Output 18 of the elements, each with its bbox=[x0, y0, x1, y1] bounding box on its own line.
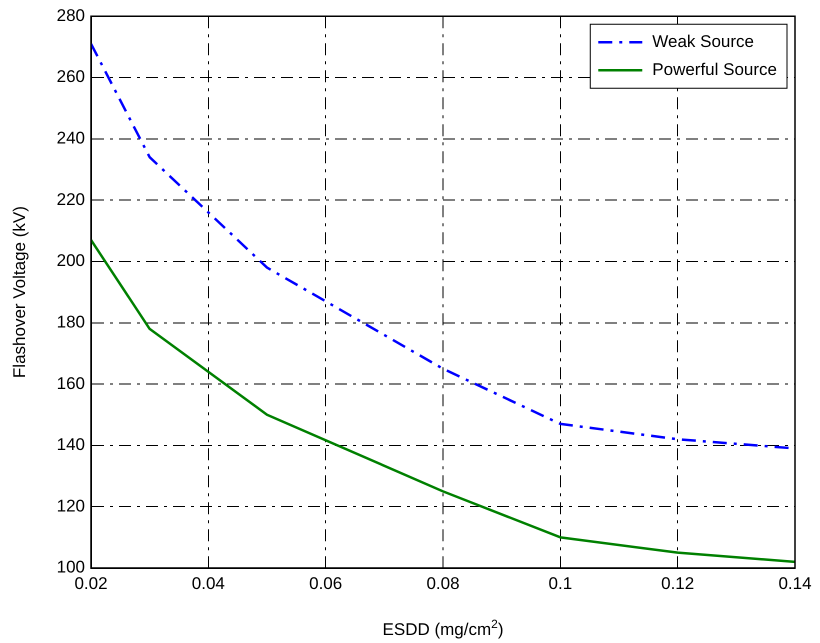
x-tick-label: 0.1 bbox=[548, 574, 572, 593]
y-tick-label: 280 bbox=[56, 6, 85, 25]
y-tick-label: 180 bbox=[56, 312, 85, 332]
y-tick-label: 220 bbox=[56, 190, 85, 209]
y-tick-label: 160 bbox=[56, 374, 85, 393]
legend-label: Powerful Source bbox=[652, 60, 778, 79]
x-tick-label: 0.14 bbox=[778, 574, 812, 593]
x-tick-label: 0.06 bbox=[309, 574, 342, 593]
x-tick-label: 0.12 bbox=[661, 574, 694, 593]
y-tick-label: 260 bbox=[56, 67, 85, 86]
y-axis-title: Flashover Voltage (kV) bbox=[10, 206, 29, 378]
x-tick-label: 0.04 bbox=[192, 574, 225, 593]
y-tick-label: 120 bbox=[56, 496, 85, 516]
y-tick-label: 200 bbox=[56, 251, 85, 270]
x-tick-label: 0.08 bbox=[426, 574, 460, 593]
y-tick-label: 240 bbox=[56, 128, 85, 148]
legend-label: Weak Source bbox=[652, 32, 754, 51]
y-tick-label: 140 bbox=[56, 435, 85, 454]
